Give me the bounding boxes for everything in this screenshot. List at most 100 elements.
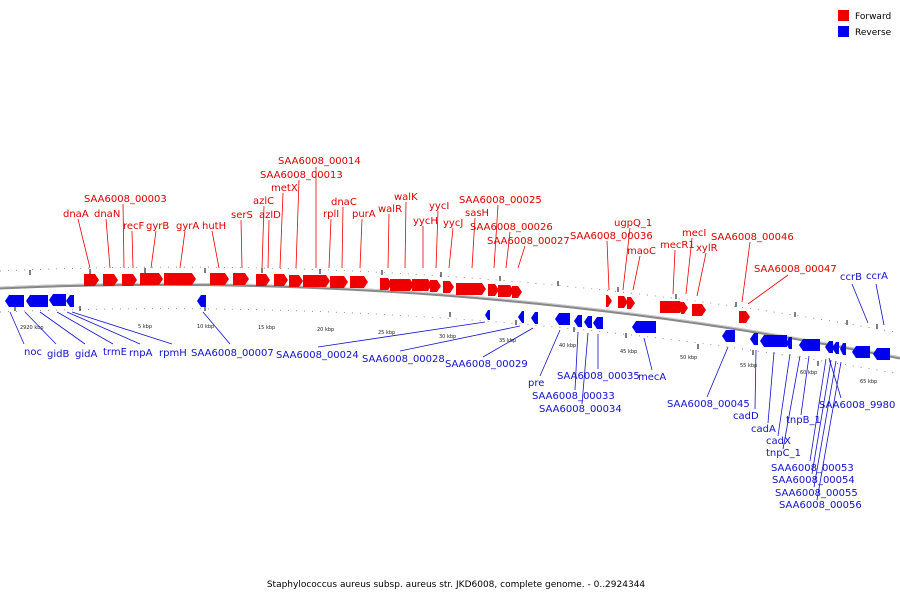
gene-label-SAA6008_00026[interactable]: SAA6008_00026 xyxy=(470,222,553,233)
gene-label-SAA6008_00024[interactable]: SAA6008_00024 xyxy=(276,350,359,361)
forward-gene-arrow[interactable] xyxy=(122,274,137,286)
gene-label-gidA[interactable]: gidA xyxy=(75,349,97,360)
reverse-gene-arrow[interactable] xyxy=(26,295,48,307)
gene-label-rpmH[interactable]: rpmH xyxy=(159,348,187,359)
forward-gene-arrow[interactable] xyxy=(412,279,432,291)
gene-label-SAA6008_00055[interactable]: SAA6008_00055 xyxy=(775,488,858,499)
gene-label-recF[interactable]: recF xyxy=(123,221,145,232)
reverse-gene-arrow[interactable] xyxy=(197,295,206,307)
gene-label-walK[interactable]: walK xyxy=(394,192,418,203)
forward-gene-arrow[interactable] xyxy=(390,279,414,291)
reverse-gene-arrow[interactable] xyxy=(518,311,524,323)
gene-label-noc[interactable]: noc xyxy=(24,347,42,358)
gene-label-azlC[interactable]: azlC xyxy=(253,196,274,207)
gene-label-sasH[interactable]: sasH xyxy=(465,208,489,219)
reverse-gene-arrow[interactable] xyxy=(832,342,839,354)
forward-gene-arrow[interactable] xyxy=(606,295,612,307)
gene-label-SAA6008_00036[interactable]: SAA6008_00036 xyxy=(570,231,653,242)
gene-label-SAA6008_00033[interactable]: SAA6008_00033 xyxy=(532,391,615,402)
forward-gene-arrow[interactable] xyxy=(739,311,750,323)
forward-gene-arrow[interactable] xyxy=(233,273,249,285)
gene-label-yycH[interactable]: yycH xyxy=(413,216,438,227)
gene-label-yycI[interactable]: yycI xyxy=(429,201,449,212)
gene-label-tnpB_1[interactable]: tnpB_1 xyxy=(786,415,821,426)
gene-label-SAA6008_00034[interactable]: SAA6008_00034 xyxy=(539,404,622,415)
reverse-gene-arrow[interactable] xyxy=(593,317,603,329)
gene-label-SAA6008_00025[interactable]: SAA6008_00025 xyxy=(459,195,542,206)
gene-label-gyrB[interactable]: gyrB xyxy=(146,221,169,232)
gene-label-SAA6008_9980[interactable]: SAA6008_9980 xyxy=(819,400,895,411)
forward-gene-arrow[interactable] xyxy=(692,304,706,316)
reverse-gene-arrow[interactable] xyxy=(574,315,582,327)
reverse-gene-arrow[interactable] xyxy=(825,341,833,353)
gene-label-mecI[interactable]: mecI xyxy=(682,228,706,239)
gene-label-cadD[interactable]: cadD xyxy=(733,411,759,422)
gene-label-trmE[interactable]: trmE xyxy=(103,347,127,358)
gene-label-SAA6008_00028[interactable]: SAA6008_00028 xyxy=(362,354,445,365)
gene-label-maoC[interactable]: maoC xyxy=(627,246,656,257)
gene-label-SAA6008_00029[interactable]: SAA6008_00029 xyxy=(445,359,528,370)
forward-gene-arrow[interactable] xyxy=(627,297,635,309)
gene-label-hutH[interactable]: hutH xyxy=(202,221,226,232)
gene-label-SAA6008_00047[interactable]: SAA6008_00047 xyxy=(754,264,837,275)
gene-label-SAA6008_00053[interactable]: SAA6008_00053 xyxy=(771,463,854,474)
forward-gene-arrow[interactable] xyxy=(256,274,270,286)
reverse-gene-arrow[interactable] xyxy=(786,337,792,349)
gene-label-yycJ[interactable]: yycJ xyxy=(443,218,463,229)
reverse-gene-arrow[interactable] xyxy=(873,348,890,360)
gene-label-SAA6008_00056[interactable]: SAA6008_00056 xyxy=(779,500,862,511)
forward-gene-arrow[interactable] xyxy=(498,285,514,297)
gene-label-dnaA[interactable]: dnaA xyxy=(63,209,89,220)
reverse-gene-arrow[interactable] xyxy=(531,312,538,324)
forward-gene-arrow[interactable] xyxy=(164,273,196,285)
gene-label-gidB[interactable]: gidB xyxy=(47,349,69,360)
reverse-gene-arrow[interactable] xyxy=(584,316,592,328)
reverse-gene-arrow[interactable] xyxy=(49,294,66,306)
reverse-gene-arrow[interactable] xyxy=(5,295,24,307)
gene-label-SAA6008_00045[interactable]: SAA6008_00045 xyxy=(667,399,750,410)
reverse-gene-arrow[interactable] xyxy=(852,346,870,358)
gene-label-SAA6008_00027[interactable]: SAA6008_00027 xyxy=(487,236,570,247)
forward-gene-arrow[interactable] xyxy=(289,275,303,287)
forward-gene-arrow[interactable] xyxy=(443,281,454,293)
forward-gene-arrow[interactable] xyxy=(512,286,522,298)
forward-gene-arrow[interactable] xyxy=(618,296,628,308)
gene-label-mecR1[interactable]: mecR1 xyxy=(660,240,695,251)
reverse-gene-arrow[interactable] xyxy=(840,343,846,355)
gene-label-walR[interactable]: walR xyxy=(378,204,402,215)
gene-label-azlD[interactable]: azlD xyxy=(259,210,281,221)
forward-gene-arrow[interactable] xyxy=(103,274,118,286)
gene-label-xylR[interactable]: xylR xyxy=(696,243,718,254)
gene-label-ccrA[interactable]: ccrA xyxy=(866,271,888,282)
forward-gene-arrow[interactable] xyxy=(330,276,348,288)
forward-gene-arrow[interactable] xyxy=(488,284,499,296)
forward-gene-arrow[interactable] xyxy=(660,301,684,313)
gene-label-dnaC[interactable]: dnaC xyxy=(331,197,357,208)
reverse-gene-arrow[interactable] xyxy=(799,339,820,351)
reverse-gene-arrow[interactable] xyxy=(555,313,570,325)
gene-label-metX[interactable]: metX xyxy=(271,183,298,194)
reverse-gene-arrow[interactable] xyxy=(750,333,758,345)
forward-gene-arrow[interactable] xyxy=(274,274,288,286)
forward-gene-arrow[interactable] xyxy=(456,283,486,295)
gene-label-cadA[interactable]: cadA xyxy=(751,424,776,435)
reverse-gene-arrow[interactable] xyxy=(760,335,787,347)
forward-gene-arrow[interactable] xyxy=(681,302,688,314)
forward-gene-arrow[interactable] xyxy=(140,273,163,285)
gene-label-SAA6008_00013[interactable]: SAA6008_00013 xyxy=(260,170,343,181)
forward-gene-arrow[interactable] xyxy=(84,274,99,286)
gene-label-purA[interactable]: purA xyxy=(352,209,376,220)
forward-gene-arrow[interactable] xyxy=(210,273,229,285)
gene-label-SAA6008_00007[interactable]: SAA6008_00007 xyxy=(191,348,274,359)
reverse-gene-arrow[interactable] xyxy=(632,321,656,333)
forward-gene-arrow[interactable] xyxy=(303,275,330,287)
gene-label-dnaN[interactable]: dnaN xyxy=(94,209,120,220)
forward-gene-arrow[interactable] xyxy=(350,276,368,288)
forward-gene-arrow[interactable] xyxy=(430,280,441,292)
gene-label-rplI[interactable]: rplI xyxy=(323,209,339,220)
gene-label-SAA6008_00054[interactable]: SAA6008_00054 xyxy=(772,475,855,486)
gene-label-SAA6008_00035[interactable]: SAA6008_00035 xyxy=(557,371,640,382)
gene-label-ugpQ_1[interactable]: ugpQ_1 xyxy=(614,218,652,229)
gene-label-mecA[interactable]: mecA xyxy=(638,372,666,383)
reverse-gene-arrow[interactable] xyxy=(66,295,74,307)
